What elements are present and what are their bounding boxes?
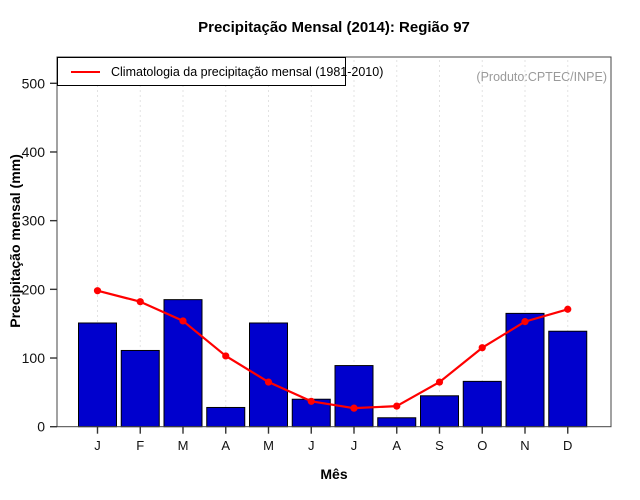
precip-bar	[420, 395, 459, 428]
y-axis-tick-label: 300	[22, 213, 46, 229]
x-axis-tick-label: A	[221, 438, 230, 453]
climatology-point	[264, 378, 273, 386]
precip-bar	[462, 380, 502, 428]
climatology-point	[93, 287, 102, 295]
y-axis-title: Precipitação mensal (mm)	[7, 154, 23, 328]
legend-box: Climatologia da precipitação mensal (198…	[57, 57, 383, 86]
precip-bar	[206, 406, 246, 428]
precip-bar	[548, 330, 588, 428]
precip-bar	[78, 322, 117, 428]
x-axis-tick-label: A	[392, 438, 401, 453]
climatology-point	[564, 305, 572, 313]
y-axis-tick-label: 100	[22, 350, 46, 366]
climatology-point	[435, 378, 444, 386]
x-axis-tick-label: M	[263, 438, 274, 453]
legend-label: Climatologia da precipitação mensal (198…	[111, 64, 384, 79]
x-axis-tick-label: N	[520, 438, 529, 453]
climatology-line	[97, 289, 569, 410]
x-axis-title: Mês	[320, 466, 348, 482]
x-axis-tick-label: J	[308, 438, 315, 453]
y-axis-tick-label: 200	[22, 281, 46, 297]
climatology-point	[521, 318, 529, 326]
x-axis-tick-label: F	[136, 438, 144, 453]
x-axis-tick-label: J	[94, 438, 101, 453]
legend-line-icon	[71, 70, 100, 73]
precip-bar	[377, 417, 417, 428]
x-axis-tick-label: J	[351, 438, 358, 453]
x-axis-tick-label: D	[563, 438, 572, 453]
x-axis-tick-label: O	[477, 438, 487, 453]
climatology-point	[136, 298, 144, 306]
precip-bar	[120, 349, 160, 428]
x-axis-tick-label: M	[178, 438, 189, 453]
x-axis-tick-label: S	[435, 438, 444, 453]
watermark-produto: (Produto:CPTEC/INPE)	[476, 70, 607, 84]
y-axis-tick-label: 0	[37, 419, 45, 435]
climatology-point	[307, 397, 315, 405]
climatology-point	[179, 317, 187, 325]
climatology-point	[478, 344, 486, 352]
climatology-point	[222, 352, 230, 360]
y-axis-tick-label: 500	[22, 75, 46, 91]
y-axis-tick-label: 400	[22, 144, 46, 160]
precip-bar	[334, 365, 374, 428]
climatology-point	[393, 402, 401, 410]
climatology-point	[350, 404, 358, 412]
precip-bar	[505, 312, 545, 428]
page-title: Precipitação Mensal (2014): Região 97	[198, 19, 470, 36]
